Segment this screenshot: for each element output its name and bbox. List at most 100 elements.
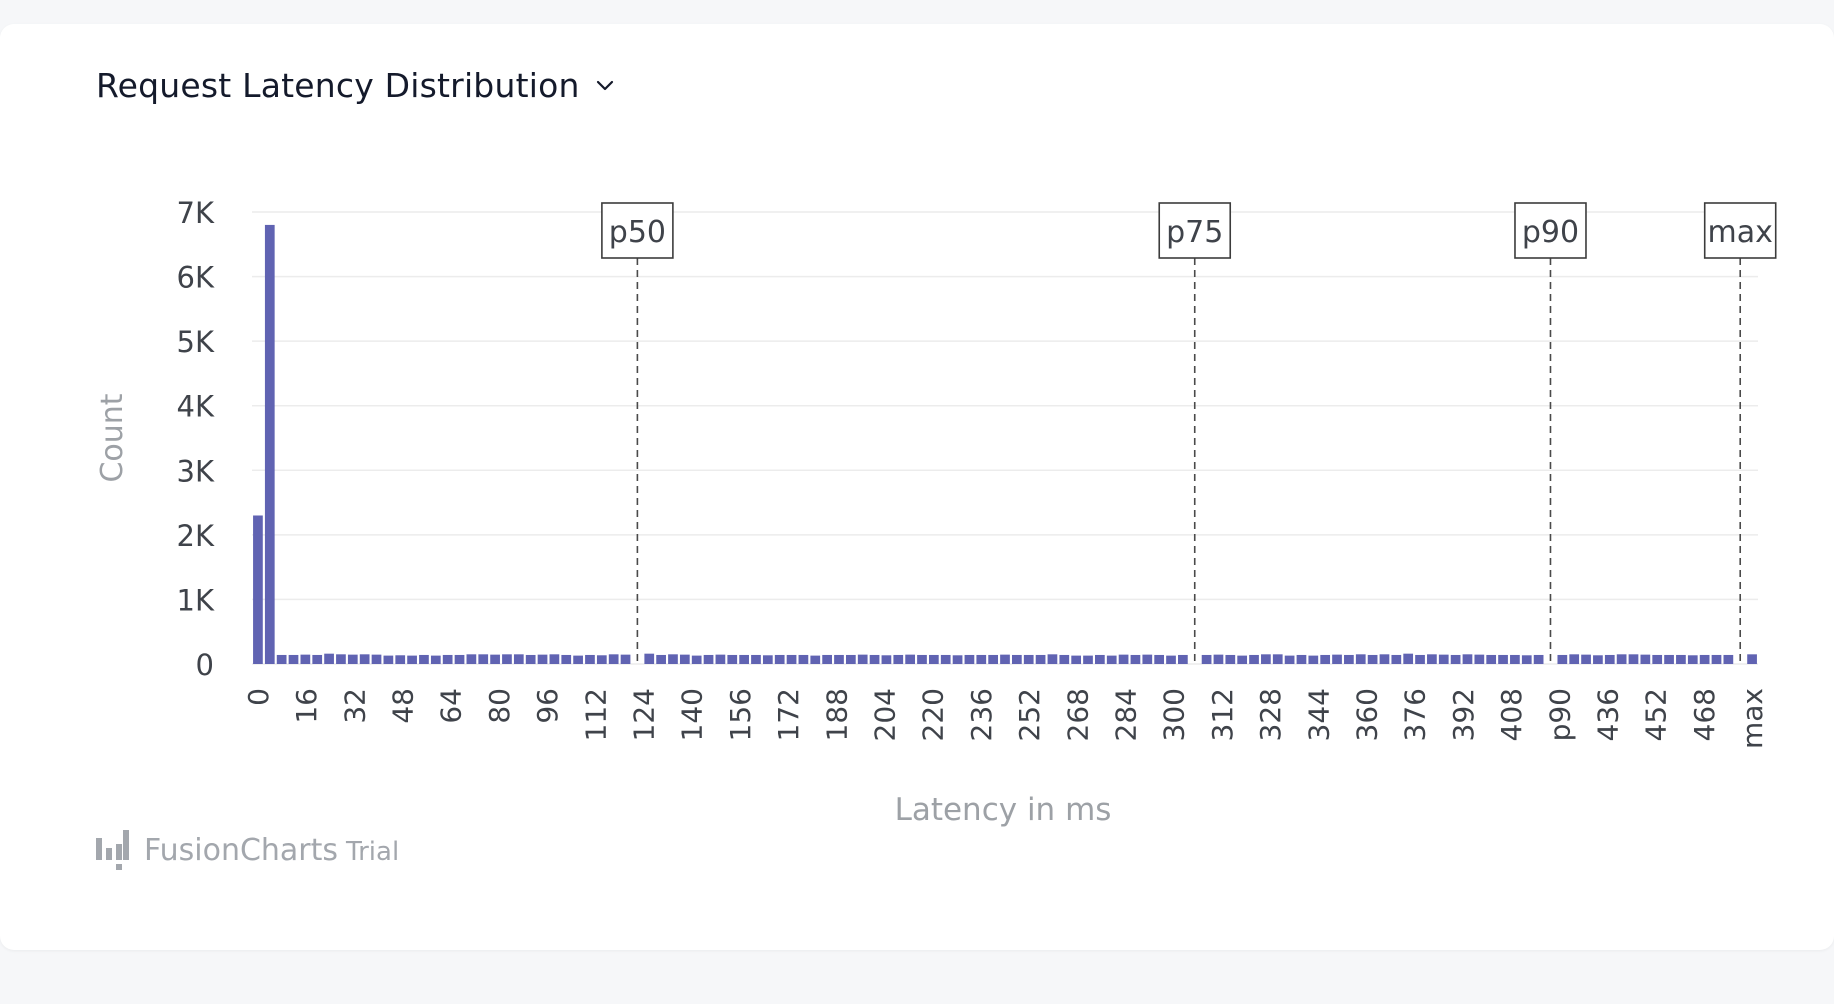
fusioncharts-watermark: FusionCharts Trial: [96, 830, 399, 870]
histogram-bar: [419, 654, 429, 664]
histogram-bar: [1438, 654, 1449, 664]
watermark-suffix: Trial: [346, 836, 400, 867]
histogram-bar: [869, 654, 880, 664]
histogram-bar: [1533, 654, 1544, 664]
x-tick-label: max: [1736, 688, 1769, 749]
chart-title: Request Latency Distribution: [96, 66, 580, 105]
x-tick-label: 268: [1061, 688, 1094, 741]
histogram-bar: [1011, 654, 1022, 664]
histogram-bar: [478, 654, 489, 664]
histogram-bar: [620, 654, 631, 664]
histogram-bar: [1166, 655, 1176, 664]
y-tick-label: 6K: [177, 261, 215, 295]
histogram-bar: [1664, 654, 1674, 664]
percentile-box-p50: [601, 202, 674, 259]
histogram-bar: [1427, 654, 1437, 664]
x-tick-label: 300: [1158, 688, 1191, 741]
x-tick-label: p90: [1543, 688, 1576, 741]
x-tick-label: 64: [435, 688, 468, 724]
histogram-bar: [264, 224, 275, 664]
histogram-bar: [668, 654, 678, 664]
x-tick-label: 32: [338, 688, 371, 724]
histogram-bar: [1450, 654, 1461, 664]
histogram-bar: [857, 654, 868, 664]
chart-title-dropdown[interactable]: Request Latency Distribution: [96, 66, 618, 105]
x-tick-label: 436: [1591, 688, 1624, 741]
histogram-bar: [1557, 654, 1568, 664]
x-tick-label: 344: [1302, 688, 1335, 741]
histogram-bar: [1391, 654, 1402, 664]
x-tick-label: 80: [483, 688, 516, 724]
histogram-bar: [371, 654, 382, 664]
histogram-bar: [952, 655, 963, 664]
histogram-bar: [1521, 655, 1532, 664]
histogram-bar: [1213, 654, 1224, 664]
histogram-bar: [1023, 654, 1034, 664]
histogram-bar: [774, 654, 785, 664]
y-tick-label: 2K: [177, 519, 215, 553]
histogram-bar: [585, 654, 595, 664]
histogram-bar: [1095, 654, 1105, 664]
x-tick-label: 408: [1495, 688, 1528, 741]
histogram-bar: [1201, 654, 1212, 664]
histogram-bar: [253, 515, 263, 664]
histogram-bar: [1000, 654, 1010, 664]
x-axis-title: Latency in ms: [895, 792, 1112, 828]
histogram-bar: [691, 655, 702, 664]
histogram-bar: [1071, 655, 1082, 664]
histogram-bar: [1355, 654, 1366, 664]
x-tick-label: 96: [531, 688, 564, 724]
fusioncharts-logo-icon: [96, 830, 129, 870]
histogram-bar: [1296, 654, 1307, 664]
histogram-bar: [762, 655, 773, 664]
histogram-bar: [845, 654, 856, 664]
histogram-bar: [679, 654, 690, 664]
histogram-bar: [466, 654, 477, 664]
histogram-bar: [1130, 654, 1141, 664]
histogram-bar: [573, 655, 583, 664]
x-tick-label: 140: [676, 688, 709, 741]
histogram-bar: [513, 654, 524, 664]
histogram-bar: [1569, 654, 1580, 664]
histogram-bar: [988, 654, 999, 664]
histogram-bar: [1308, 655, 1319, 664]
histogram-bar: [312, 654, 323, 664]
y-tick-label: 7K: [177, 196, 215, 230]
histogram-bar: [1237, 655, 1248, 664]
histogram-bar: [1249, 654, 1259, 664]
x-tick-label: 236: [965, 688, 998, 741]
histogram-bar: [1699, 654, 1710, 664]
y-tick-label: 5K: [177, 325, 215, 359]
bars: [253, 224, 1757, 664]
histogram-bar: [1723, 654, 1734, 664]
histogram-bar: [703, 654, 714, 664]
percentile-box-p75: [1158, 202, 1232, 259]
histogram-bar: [347, 654, 358, 664]
y-tick-label: 1K: [177, 583, 215, 617]
histogram-bar: [490, 654, 500, 664]
histogram-bar: [502, 654, 512, 664]
histogram-bar: [395, 655, 406, 664]
histogram-bar: [798, 654, 809, 664]
histogram-bar: [1272, 654, 1283, 664]
x-tick-label: 312: [1206, 688, 1239, 741]
histogram-bar: [917, 654, 927, 664]
histogram-bar: [810, 655, 821, 664]
y-tick-label: 3K: [177, 454, 215, 488]
x-tick-label: 284: [1109, 688, 1142, 741]
histogram-bar: [1687, 655, 1698, 664]
histogram-bar: [324, 653, 334, 664]
chevron-down-icon[interactable]: [592, 73, 618, 99]
x-tick-label: 328: [1254, 688, 1287, 741]
histogram-bar: [300, 654, 311, 664]
histogram-bar: [786, 654, 797, 664]
histogram-bar: [1332, 654, 1342, 664]
histogram-bar: [383, 655, 394, 664]
histogram-bar: [537, 654, 548, 664]
histogram-bar: [1118, 654, 1129, 664]
histogram-bar: [1415, 654, 1425, 664]
histogram-bar: [1142, 654, 1153, 664]
histogram-bar: [739, 654, 749, 664]
histogram-bar: [1035, 654, 1046, 664]
